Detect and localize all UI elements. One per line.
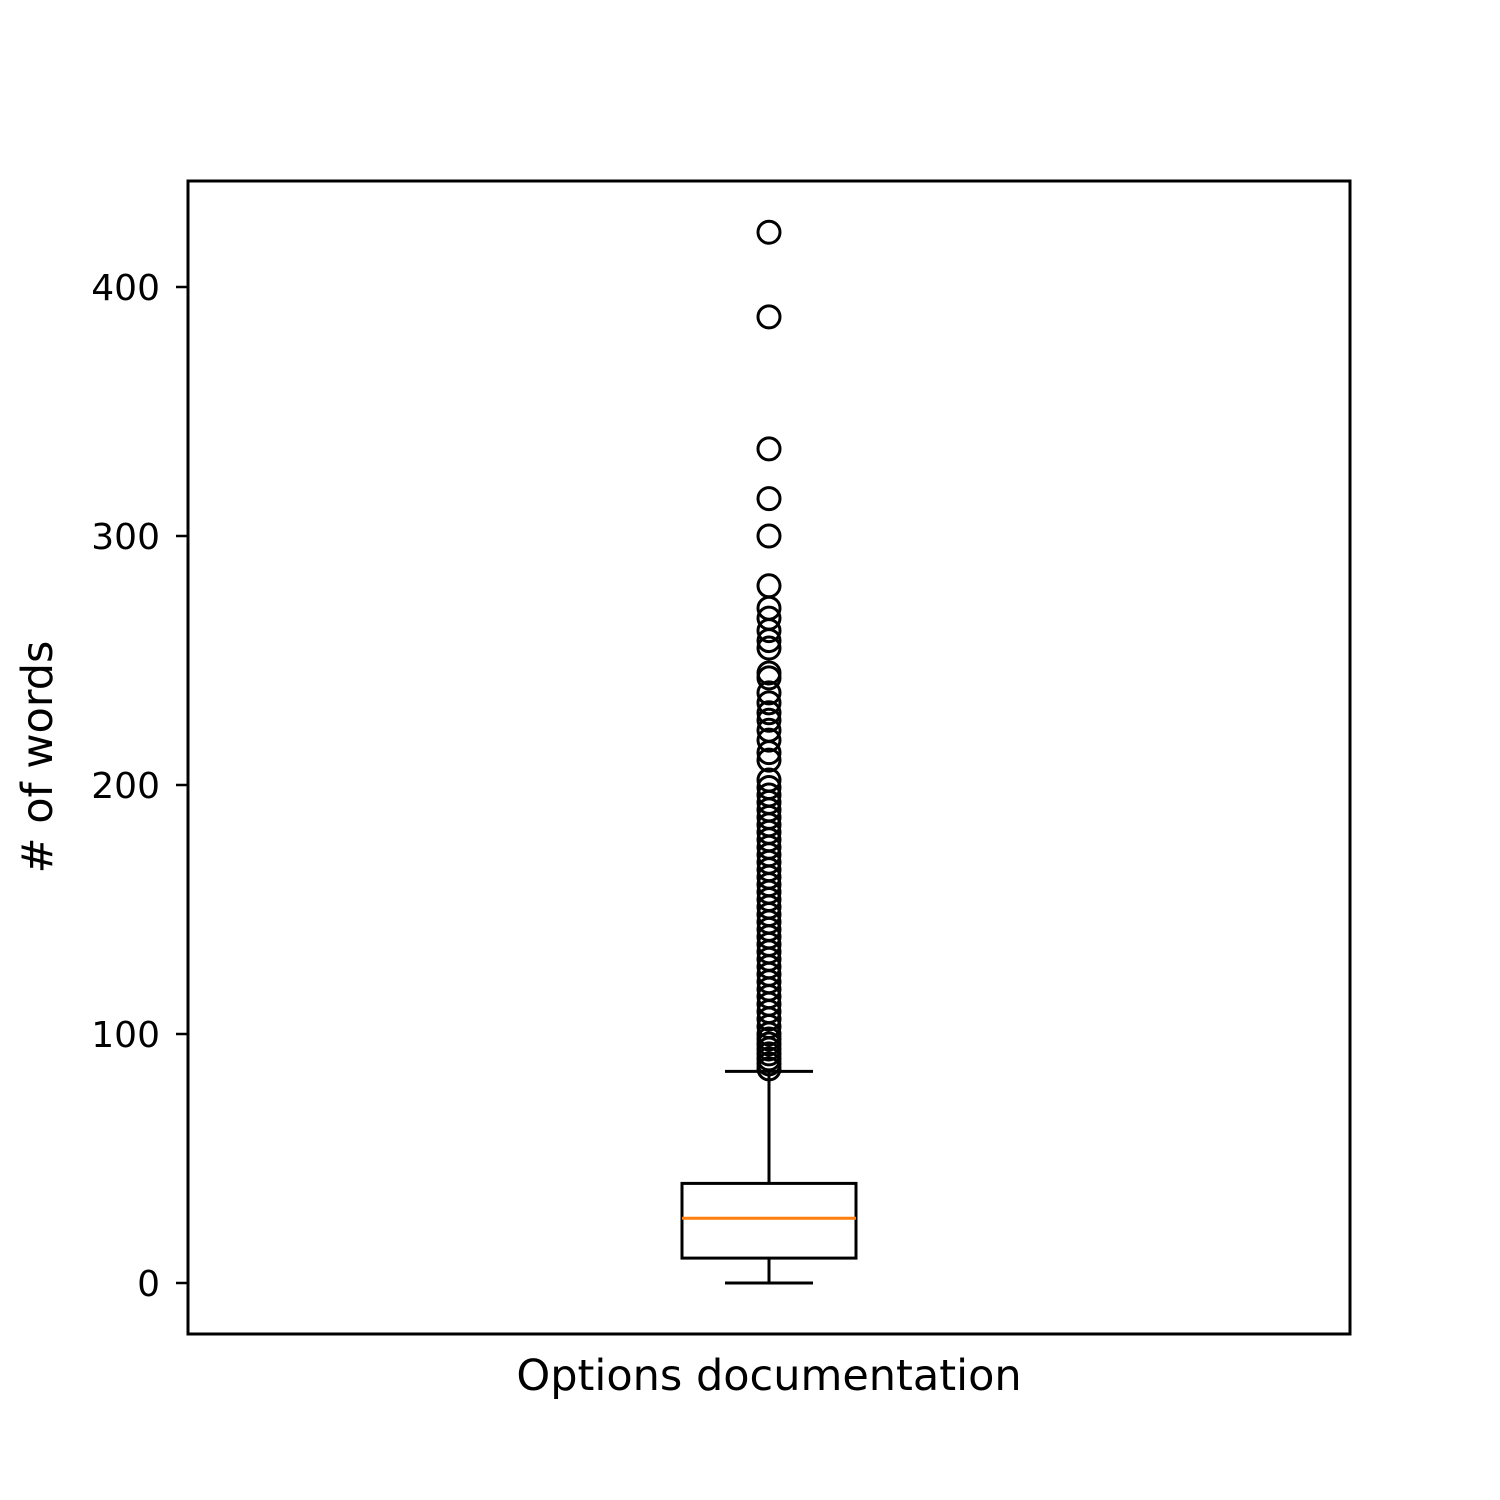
y-tick-label: 100: [91, 1015, 160, 1056]
outlier-point: [756, 727, 782, 753]
y-axis: 0 100 200 300 400: [91, 268, 188, 1305]
y-tick-label: 400: [91, 268, 160, 309]
iqr-box: [680, 1181, 858, 1260]
box-plot-marks: [680, 219, 858, 1285]
y-tick-label: 200: [91, 766, 160, 807]
outlier-point: [756, 700, 782, 726]
outlier-point: [756, 523, 782, 549]
plot-frame: [186, 179, 1352, 1336]
outlier-point: [756, 1056, 782, 1082]
outlier-point: [756, 740, 782, 766]
outlier-point: [756, 635, 782, 661]
outlier-point: [756, 747, 782, 773]
x-axis-label: Options documentation: [516, 1351, 1021, 1401]
outlier-point: [756, 665, 782, 691]
outlier-point: [756, 690, 782, 716]
y-tick-label: 300: [91, 517, 160, 558]
y-tick-label: 0: [137, 1264, 160, 1305]
outlier-point: [756, 618, 782, 644]
outlier-point: [756, 680, 782, 706]
outlier-point: [756, 628, 782, 654]
outlier-point: [756, 304, 782, 330]
outlier-point: [756, 219, 782, 245]
y-axis-label: # of words: [13, 641, 63, 874]
outlier-point: [756, 486, 782, 512]
outlier-point: [756, 1006, 782, 1032]
outlier-point: [756, 436, 782, 462]
outlier-point: [756, 707, 782, 733]
